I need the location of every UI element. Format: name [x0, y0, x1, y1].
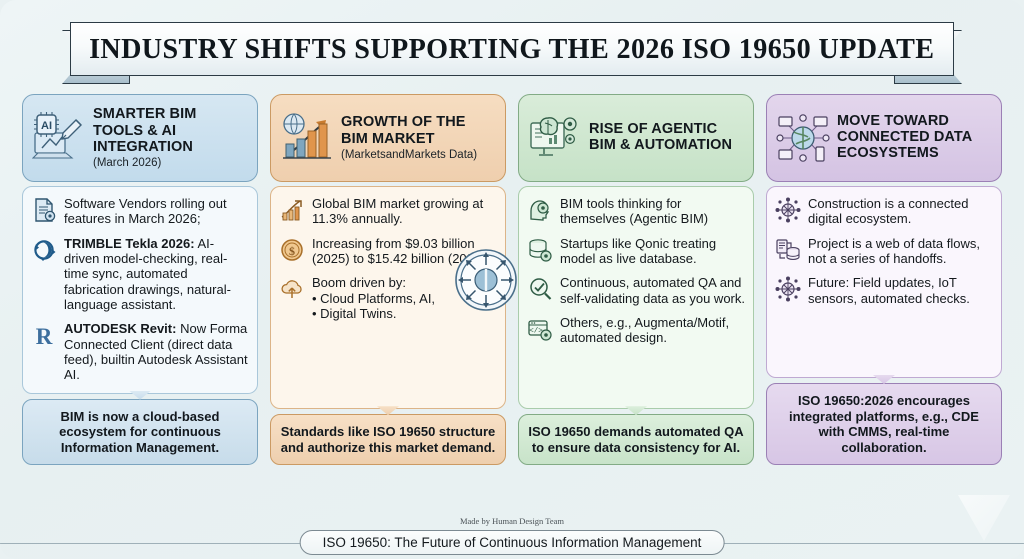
column-subtitle: (March 2026)	[93, 157, 162, 170]
column-rise-of-agentic-bim: RISE OF AGENTIC BIM & AUTOMATION BIM too…	[518, 94, 754, 466]
list-item: Continuous, automated QA and self-valida…	[527, 275, 745, 306]
column-footer: ISO 19650 demands automated QA to ensure…	[518, 414, 754, 466]
column-footer: Standards like ISO 19650 structure and a…	[270, 414, 506, 466]
svg-text:AI: AI	[41, 120, 52, 132]
footer-rule-left	[0, 543, 300, 545]
bar-chart-arrow-icon	[279, 197, 305, 223]
autodesk-revit-icon: R	[31, 322, 57, 348]
list-item-lead: TRIMBLE Tekla 2026:	[64, 235, 195, 251]
column-title: GROWTH OF THE BIM MARKET	[341, 114, 466, 147]
list-item-body: AI-driven model-checking, real-time sync…	[64, 235, 231, 312]
database-gear-icon	[527, 237, 553, 263]
column-header: GROWTH OF THE BIM MARKET (MarketsandMark…	[270, 94, 506, 182]
list-item: Startups like Qonic treating model as li…	[527, 236, 745, 267]
footer-tagline: ISO 19650: The Future of Continuous Info…	[299, 530, 725, 555]
list-item-text: Global BIM market growing at 11.3% annua…	[312, 196, 484, 227]
globe-growth-chart-icon	[279, 110, 335, 166]
network-node-icon	[775, 197, 801, 223]
column-header: AI SMARTER BIM TOOLS & AI INTEGRATION (M…	[22, 94, 258, 182]
column-title: MOVE TOWARD CONNECTED DATA ECOSYSTEMS	[837, 112, 972, 162]
cloud-upload-icon	[279, 276, 305, 302]
column-connected-data-ecosystems: MOVE TOWARD CONNECTED DATA ECOSYSTEMS	[766, 94, 1002, 466]
list-item-sub-1: • Digital Twins.	[312, 305, 397, 321]
list-item: </> Others, e.g., Augmenta/Motif, automa…	[527, 315, 745, 346]
list-item: Construction is a connected digital ecos…	[775, 196, 993, 227]
svg-text:$: $	[289, 244, 295, 258]
banner-body: INDUSTRY SHIFTS SUPPORTING THE 2026 ISO …	[70, 22, 954, 76]
list-item: TRIMBLE Tekla 2026: AI-driven model-chec…	[31, 236, 249, 313]
column-header-text: GROWTH OF THE BIM MARKET (MarketsandMark…	[341, 114, 495, 161]
credit-line: Made by Human Design Team	[459, 516, 565, 526]
column-header: MOVE TOWARD CONNECTED DATA ECOSYSTEMS	[766, 94, 1002, 182]
head-gear-icon	[527, 197, 553, 223]
list-item-text: Future: Field updates, IoT sensors, auto…	[808, 275, 970, 306]
column-header-text: MOVE TOWARD CONNECTED DATA ECOSYSTEMS	[837, 113, 991, 164]
monitor-brain-gears-icon	[527, 110, 583, 166]
network-globe-icon	[775, 276, 801, 302]
document-gear-icon	[31, 197, 57, 223]
connected-hub-arrows-icon	[453, 247, 519, 313]
list-item: R AUTODESK Revit: Now Forma Connected Cl…	[31, 321, 249, 382]
list-item-sub-0: • Cloud Platforms, AI,	[312, 290, 436, 306]
column-header-text: RISE OF AGENTIC BIM & AUTOMATION	[589, 121, 743, 155]
list-item-text: Continuous, automated QA and self-valida…	[560, 275, 745, 306]
code-window-gear-icon: </>	[527, 316, 553, 342]
list-item-body: Now Forma Connected Client (direct data …	[64, 321, 248, 383]
list-item: Boom driven by: • Cloud Platforms, AI, •…	[279, 275, 497, 321]
data-flow-database-icon	[775, 237, 801, 263]
column-header: RISE OF AGENTIC BIM & AUTOMATION	[518, 94, 754, 182]
column-subtitle: (MarketsandMarkets Data)	[341, 148, 478, 161]
page-title: INDUSTRY SHIFTS SUPPORTING THE 2026 ISO …	[89, 32, 935, 65]
footer-rule-right	[724, 543, 1024, 545]
list-item-text: Project is a web of data flows, not a se…	[808, 235, 980, 266]
list-item: BIM tools thinking for themselves (Agent…	[527, 196, 745, 227]
column-title: SMARTER BIM TOOLS & AI INTEGRATION	[93, 106, 197, 155]
list-item-text: AUTODESK Revit: Now Forma Connected Clie…	[64, 321, 249, 382]
svg-text:</>: </>	[529, 327, 543, 335]
list-item-text: BIM tools thinking for themselves (Agent…	[560, 196, 709, 227]
column-body: BIM tools thinking for themselves (Agent…	[518, 186, 754, 410]
svg-text:R: R	[36, 324, 53, 348]
list-item-lead: AUTODESK Revit:	[64, 321, 177, 337]
trimble-logo-icon	[31, 237, 57, 263]
list-item-text: Boom driven by: • Cloud Platforms, AI, •…	[312, 275, 435, 321]
dollar-coin-icon: $	[279, 237, 305, 263]
column-footer: BIM is now a cloud-based ecosystem for c…	[22, 398, 258, 466]
column-title: RISE OF AGENTIC BIM & AUTOMATION	[589, 120, 733, 153]
column-growth-of-bim-market: GROWTH OF THE BIM MARKET (MarketsandMark…	[270, 94, 506, 466]
list-item: Global BIM market growing at 11.3% annua…	[279, 196, 497, 227]
list-item: Project is a web of data flows, not a se…	[775, 236, 993, 267]
list-item-text: Increasing from $9.03 billion (2025) to …	[312, 235, 490, 266]
list-item-text: TRIMBLE Tekla 2026: AI-driven model-chec…	[64, 236, 249, 313]
list-item-body: Boom driven by:	[312, 275, 406, 291]
column-body: Software Vendors rolling out features in…	[22, 186, 258, 394]
column-body: Construction is a connected digital ecos…	[766, 186, 1002, 379]
list-item: Software Vendors rolling out features in…	[31, 196, 249, 227]
globe-devices-network-icon	[775, 110, 831, 166]
list-item-text: Others, e.g., Augmenta/Motif, automated …	[560, 314, 730, 346]
list-item: $ Increasing from $9.03 billion (2025) t…	[279, 236, 497, 267]
columns-container: AI SMARTER BIM TOOLS & AI INTEGRATION (M…	[22, 94, 1002, 466]
list-item-text: Startups like Qonic treating model as li…	[560, 235, 717, 266]
list-item-text: Construction is a connected digital ecos…	[808, 196, 969, 227]
ai-chip-drafting-icon: AI	[31, 110, 87, 166]
magnifier-check-icon	[527, 276, 553, 302]
column-footer: ISO 19650:2026 encourages integrated pla…	[766, 383, 1002, 466]
list-item: Future: Field updates, IoT sensors, auto…	[775, 275, 993, 306]
title-banner: INDUSTRY SHIFTS SUPPORTING THE 2026 ISO …	[62, 22, 962, 84]
column-header-text: SMARTER BIM TOOLS & AI INTEGRATION (Marc…	[93, 106, 247, 169]
list-item-text: Software Vendors rolling out features in…	[64, 196, 227, 227]
column-smarter-bim-tools: AI SMARTER BIM TOOLS & AI INTEGRATION (M…	[22, 94, 258, 466]
